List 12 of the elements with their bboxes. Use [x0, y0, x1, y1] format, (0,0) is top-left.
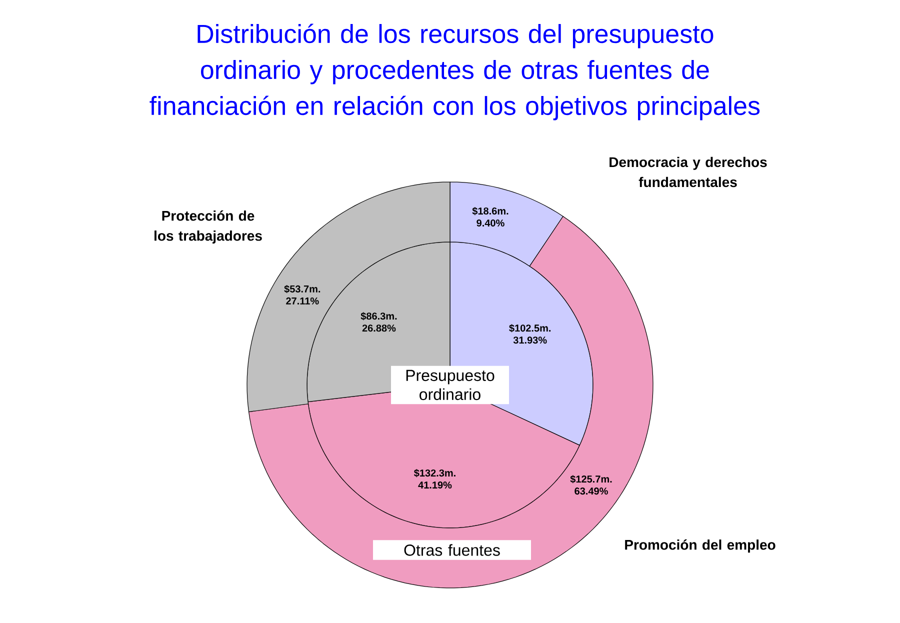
chart-title: Distribución de los recursos del presupuesto ordinario y procedentes de otras fuentes de financiación en relación con los objetivos principales [150, 24, 760, 120]
data-label: $18.6m. 9.40% [472, 207, 508, 227]
slice-label: Promoción del empleo [625, 539, 776, 553]
slice-label: Otras fuentes [404, 544, 500, 556]
slice-label: Presupuesto ordinario [406, 370, 494, 400]
data-label: $86.3m. 26.88% [360, 312, 397, 332]
data-label: $132.3m. 41.19% [414, 469, 456, 489]
slice-label: Protección de los trabajadores [154, 210, 262, 244]
slice-label: Democracia y derechos fundamentales [610, 156, 767, 188]
data-label: $102.5m. 31.93% [509, 324, 551, 344]
data-label: $125.7m. 63.49% [570, 475, 612, 495]
data-label: $53.7m. 27.11% [284, 284, 320, 304]
